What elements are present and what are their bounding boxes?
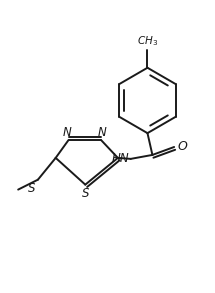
Text: S: S: [28, 182, 36, 195]
Text: N: N: [98, 126, 106, 139]
Text: S: S: [81, 187, 89, 200]
Text: HN: HN: [112, 152, 130, 165]
Text: CH$_3$: CH$_3$: [137, 34, 158, 48]
Text: N: N: [63, 126, 72, 139]
Text: O: O: [177, 141, 187, 154]
